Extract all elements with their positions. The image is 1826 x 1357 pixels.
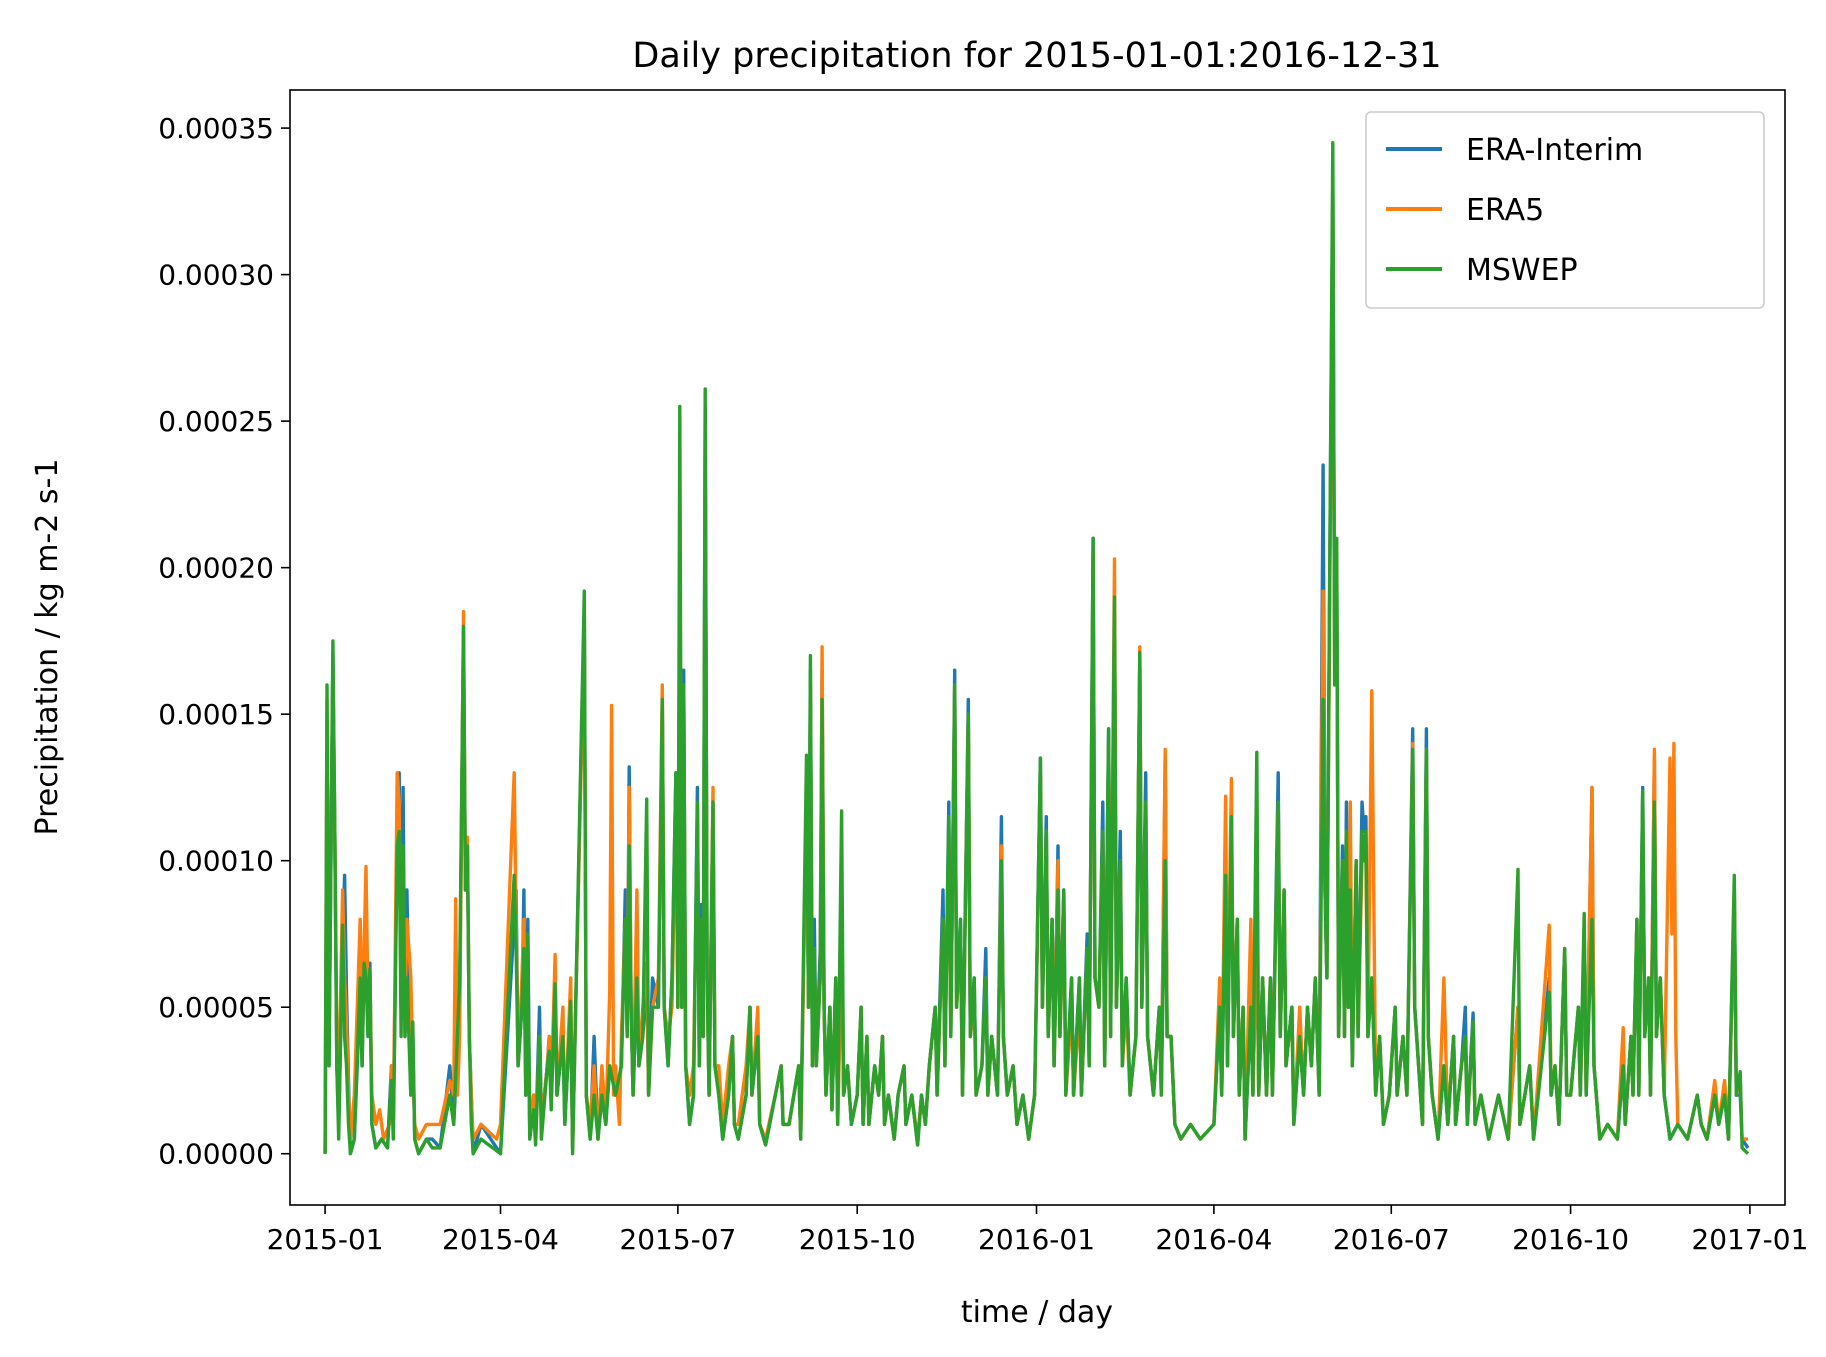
y-tick-label: 0.00010	[158, 845, 274, 878]
x-axis-label: time / day	[961, 1295, 1113, 1330]
x-tick-label: 2016-04	[1155, 1223, 1272, 1256]
x-tick-label: 2016-10	[1512, 1223, 1629, 1256]
x-tick-label: 2017-01	[1691, 1223, 1808, 1256]
plot-frame	[289, 89, 1786, 1206]
y-axis-ticks: 0.00000 0.00005 0.00010 0.00015 0.00020 0.000…	[158, 112, 290, 1171]
y-tick-label: 0.00015	[158, 698, 274, 731]
y-tick-label: 0.00000	[158, 1138, 274, 1171]
y-tick-label: 0.00020	[158, 552, 274, 585]
y-tick-label: 0.00030	[158, 259, 274, 292]
x-tick-label: 2015-01	[267, 1223, 384, 1256]
y-tick-label: 0.00005	[158, 991, 274, 1024]
x-tick-label: 2016-01	[978, 1223, 1095, 1256]
series-line-mswep	[323, 141, 1750, 1156]
legend-box	[1365, 111, 1765, 309]
x-tick-label: 2015-04	[442, 1223, 559, 1256]
x-tick-label: 2015-07	[619, 1223, 736, 1256]
legend-label-mswep: MSWEP	[1466, 253, 1578, 288]
x-tick-label: 2015-10	[799, 1223, 916, 1256]
legend-label-era-interim: ERA-Interim	[1466, 133, 1643, 168]
y-tick-label: 0.00025	[158, 405, 274, 438]
y-axis-label: Precipitation / kg m-2 s-1	[30, 459, 65, 836]
series-layer	[323, 141, 1750, 1156]
x-axis-ticks: 2015-01 2015-04 2015-07 2015-10 2016-01 2016-…	[267, 1205, 1808, 1256]
y-tick-label: 0.00035	[158, 112, 274, 145]
legend: ERA-Interim ERA5 MSWEP	[1365, 111, 1765, 309]
chart-title: Daily precipitation for 2015-01-01:2016-…	[632, 36, 1441, 76]
x-tick-label: 2016-07	[1333, 1223, 1450, 1256]
legend-label-era5: ERA5	[1466, 193, 1544, 228]
